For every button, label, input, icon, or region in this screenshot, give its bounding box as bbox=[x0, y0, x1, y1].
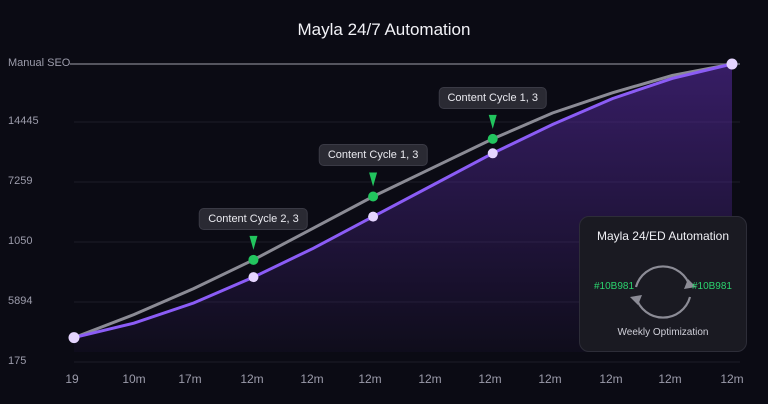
cycle-purple-point bbox=[487, 148, 498, 159]
series-line-purple bbox=[73, 62, 733, 340]
y-tick-label: 7259 bbox=[8, 175, 33, 187]
cycle-green-point bbox=[368, 191, 379, 202]
content-cycle-callout: Content Cycle 1, 3 bbox=[438, 86, 547, 109]
x-tick-label: 12m bbox=[599, 372, 623, 386]
cycle-pin-icon bbox=[249, 235, 258, 250]
x-tick-label: 10m bbox=[122, 372, 146, 386]
x-tick-label: 12m bbox=[720, 372, 744, 386]
x-tick-label: 12m bbox=[538, 372, 562, 386]
content-cycle-callout: Content Cycle 1, 3 bbox=[318, 144, 428, 167]
cycle-green-point bbox=[487, 133, 498, 144]
x-tick-label: 12m bbox=[418, 372, 442, 386]
x-tick-label: 12m bbox=[478, 372, 502, 386]
x-tick-label: 12m bbox=[240, 372, 264, 386]
y-tick-label: 14445 bbox=[8, 115, 39, 127]
inset-title: Mayla 24/ED Automation bbox=[596, 229, 730, 243]
inset-right-label: #10B981 bbox=[691, 281, 732, 292]
y-tick-label: 175 bbox=[8, 355, 27, 367]
inset-left-label: #10B981 bbox=[594, 281, 635, 292]
x-tick-label: 12m bbox=[658, 372, 682, 386]
cycle-purple-point bbox=[368, 211, 379, 222]
cycle-pin-icon bbox=[369, 172, 378, 187]
y-tick-label: Manual SEO bbox=[8, 57, 71, 69]
content-cycle-callout: Content Cycle 2, 3 bbox=[199, 207, 308, 230]
end-point bbox=[726, 58, 738, 70]
x-tick-label: 17m bbox=[178, 372, 202, 386]
chart-title: Mayla 24/7 Automation bbox=[297, 20, 471, 39]
x-tick-label: 12m bbox=[358, 372, 382, 386]
start-point bbox=[68, 332, 80, 344]
inset-bottom-label: Weekly Optimization bbox=[617, 327, 709, 338]
cycle-purple-point bbox=[248, 272, 259, 283]
automation-inset-card: Mayla 24/ED Automation #10B981 #10B981 W… bbox=[579, 216, 747, 352]
y-tick-label: 5894 bbox=[8, 295, 33, 307]
series-line-gray bbox=[73, 62, 733, 340]
x-tick-label: 12m bbox=[300, 372, 324, 386]
cycle-green-point bbox=[248, 254, 259, 265]
x-tick-label: 19 bbox=[65, 372, 79, 386]
cycle-icon bbox=[630, 265, 696, 319]
area-fill bbox=[74, 64, 732, 352]
y-tick-label: 1050 bbox=[8, 235, 33, 247]
cycle-pin-icon bbox=[488, 114, 497, 129]
